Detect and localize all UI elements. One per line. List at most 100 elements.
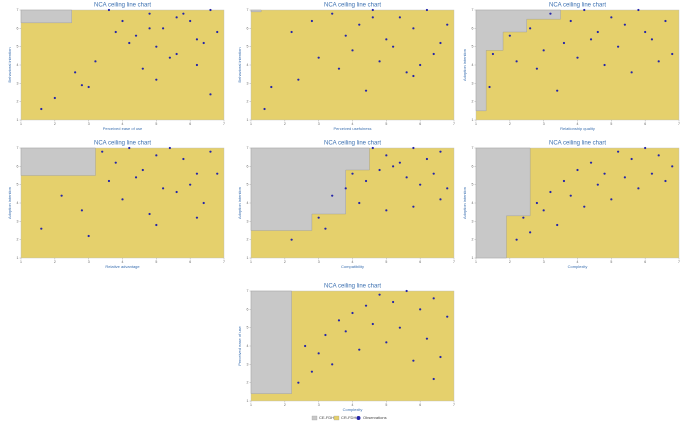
y-tick-label: 6 <box>247 164 249 168</box>
observation-point <box>529 231 532 234</box>
observation-point <box>583 8 586 12</box>
observation-point <box>596 183 599 186</box>
observation-point <box>128 41 131 45</box>
legend-label: CE-FDH <box>319 415 334 420</box>
observation-point <box>529 27 532 30</box>
observation-point <box>432 297 435 300</box>
y-tick-label: 1 <box>472 118 474 122</box>
y-tick-label: 3 <box>472 219 474 223</box>
y-tick-label: 3 <box>472 81 474 85</box>
observation-point <box>195 38 199 41</box>
observation-point <box>358 348 361 351</box>
observation-point <box>398 16 401 19</box>
y-tick-label: 4 <box>17 201 19 205</box>
observation-point <box>439 355 442 359</box>
y-tick-label: 4 <box>472 63 474 67</box>
y-tick-label: 6 <box>472 164 474 168</box>
x-tick-label: 4 <box>352 122 354 126</box>
observation-point <box>290 238 293 241</box>
y-tick-label: 4 <box>472 201 474 205</box>
y-tick-label: 1 <box>247 118 249 122</box>
observation-point <box>141 168 144 172</box>
observation-point <box>290 30 293 34</box>
x-axis-label: Relative advantage <box>105 264 140 269</box>
chart-panel: NCA ceiling line chart 1 2 3 4 5 6 7 1 2 3 4 5 6 7 Comp… <box>237 141 455 269</box>
y-tick-label: 6 <box>17 164 19 168</box>
observation-point <box>515 238 518 241</box>
x-axis-label: Perceived ease of use <box>103 126 143 131</box>
x-tick-label: 6 <box>644 260 646 264</box>
observation-point <box>671 165 674 168</box>
observation-point <box>40 107 43 111</box>
x-axis-label: Relationship quality <box>560 126 595 131</box>
observation-point <box>80 84 83 87</box>
y-tick-label: 5 <box>472 183 474 187</box>
x-tick-label: 5 <box>155 122 157 126</box>
observation-point <box>148 212 151 216</box>
observation-point <box>664 19 667 23</box>
observation-point <box>446 315 449 318</box>
observation-point <box>412 27 415 30</box>
observation-point <box>664 179 667 183</box>
observation-point <box>331 12 334 15</box>
x-tick-label: 6 <box>419 122 421 126</box>
x-tick-label: 6 <box>644 122 646 126</box>
y-tick-label: 2 <box>472 238 474 242</box>
chart-title: NCA ceiling line chart <box>549 141 606 147</box>
observation-point <box>419 308 422 311</box>
x-tick-label: 5 <box>385 122 387 126</box>
observation-point <box>630 157 633 161</box>
y-tick-label: 1 <box>17 256 19 260</box>
x-axis-label: Compatibility <box>341 264 364 269</box>
observation-point <box>128 146 131 150</box>
observation-point <box>351 311 354 315</box>
x-tick-label: 1 <box>20 122 22 126</box>
observation-point <box>317 216 320 219</box>
observation-point <box>378 60 381 63</box>
plot-area <box>250 9 455 121</box>
x-axis-label: Perceived usefulness <box>333 126 371 131</box>
chart-panel: NCA ceiling line chart 1 2 3 4 5 6 7 1 2 3 4 5 6 7 Perc… <box>237 3 455 131</box>
x-tick-label: 1 <box>20 260 22 264</box>
observation-point <box>155 78 158 81</box>
observation-point <box>378 293 381 296</box>
observation-point <box>398 326 401 329</box>
observation-point <box>270 85 273 89</box>
y-tick-label: 6 <box>247 307 249 311</box>
legend-swatch <box>333 415 340 421</box>
plot-area <box>20 9 225 121</box>
y-tick-label: 4 <box>247 201 249 205</box>
legend-swatch <box>311 415 318 421</box>
ce-fdh-region <box>250 290 292 394</box>
observation-point <box>392 300 395 304</box>
chart-panel: NCA ceiling line chart 1 2 3 4 5 6 7 1 2 3 4 5 6 7 Rela… <box>7 141 225 269</box>
observation-point <box>617 150 620 153</box>
observation-point <box>432 172 435 175</box>
observation-point <box>182 12 185 15</box>
observation-point <box>617 45 620 48</box>
ce-fdh-region <box>20 147 96 176</box>
y-tick-label: 7 <box>17 146 19 150</box>
observation-point <box>610 198 613 201</box>
observation-point <box>195 63 199 67</box>
observation-point <box>263 107 266 111</box>
observation-point <box>637 8 640 12</box>
observation-point <box>542 49 545 52</box>
observation-point <box>94 60 97 63</box>
chart-title: NCA ceiling line chart <box>549 3 606 9</box>
chart-title: NCA ceiling line chart <box>94 141 151 147</box>
observation-point <box>405 176 408 179</box>
observation-point <box>189 183 192 186</box>
observation-point <box>155 45 158 48</box>
observation-point <box>549 190 552 194</box>
observation-point <box>398 161 401 164</box>
x-tick-label: 2 <box>54 260 56 264</box>
observation-point <box>344 330 347 333</box>
x-tick-label: 6 <box>189 122 191 126</box>
chart-panel: NCA ceiling line chart 1 2 3 4 5 6 7 1 2 3 4 5 6 7 Comp… <box>462 141 680 269</box>
observation-point <box>542 209 545 212</box>
observation-point <box>508 34 511 37</box>
y-axis-label: Behavioral intention <box>237 47 242 82</box>
observation-point <box>371 322 374 326</box>
